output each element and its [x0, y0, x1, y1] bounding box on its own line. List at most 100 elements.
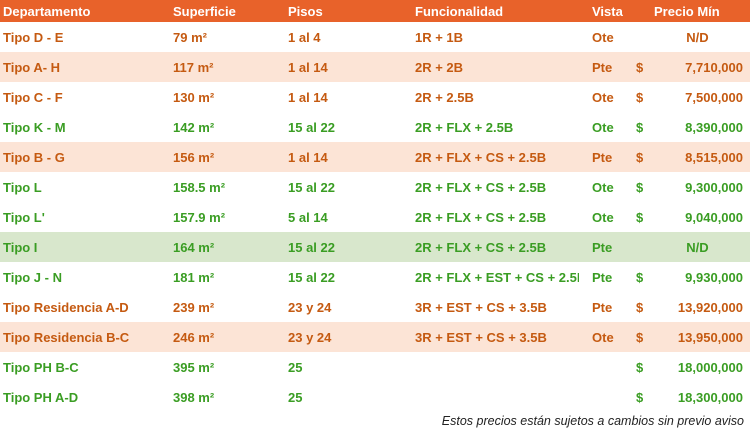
cell-vista: Ote	[592, 89, 614, 105]
header-superficie: Superficie	[173, 3, 236, 19]
cell-superficie: 156 m²	[173, 149, 215, 165]
cell-superficie: 79 m²	[173, 29, 207, 45]
cell-vista: Pte	[592, 59, 613, 75]
cell-funcionalidad: 2R + FLX + CS + 2.5B	[415, 209, 547, 225]
table-row: Tipo Residencia A-D 239 m² 23 y 24 3R + EST…	[0, 292, 750, 322]
cell-departamento: Tipo J - N	[3, 269, 62, 285]
cell-precio: 18,300,000	[677, 389, 743, 405]
table-row: Tipo A- H 117 m² 1 al 14 2R + 2B Pte $7,710,0…	[0, 52, 750, 82]
cell-departamento: Tipo L	[3, 179, 42, 195]
currency-symbol: $	[636, 299, 644, 315]
cell-vista	[592, 352, 632, 382]
cell-precio: 13,920,000	[677, 299, 743, 315]
cell-funcionalidad	[415, 382, 579, 412]
table-header: Departamento Superficie Pisos Funcionali…	[0, 0, 750, 22]
currency-symbol	[636, 232, 652, 262]
cell-funcionalidad: 2R + FLX + EST + CS + 2.5B	[415, 269, 579, 285]
currency-symbol: $	[636, 209, 644, 225]
cell-superficie: 142 m²	[173, 119, 215, 135]
cell-pisos: 25	[288, 389, 303, 405]
header-precio: Precio Mín	[654, 3, 720, 19]
cell-departamento: Tipo K - M	[3, 119, 66, 135]
cell-precio: 13,950,000	[677, 329, 743, 345]
table-row: Tipo D - E 79 m² 1 al 4 1R + 1B Ote N/D	[0, 22, 750, 52]
cell-pisos: 25	[288, 359, 303, 375]
currency-symbol: $	[636, 119, 644, 135]
cell-vista: Ote	[592, 329, 614, 345]
header-funcionalidad: Funcionalidad	[415, 3, 504, 19]
cell-superficie: 181 m²	[173, 269, 215, 285]
header-vista: Vista	[592, 3, 623, 19]
cell-departamento: Tipo C - F	[3, 89, 63, 105]
cell-vista: Ote	[592, 29, 614, 45]
cell-pisos: 23 y 24	[288, 299, 332, 315]
disclaimer-note: Estos precios están sujetos a cambios si…	[441, 414, 744, 428]
cell-pisos: 15 al 22	[288, 119, 335, 135]
cell-superficie: 158.5 m²	[173, 179, 226, 195]
table-row: Tipo I 164 m² 15 al 22 2R + FLX + CS + 2.5B…	[0, 232, 750, 262]
table-row: Tipo PH B-C 395 m² 25 $18,000,000	[0, 352, 750, 382]
table-row: Tipo PH A-D 398 m² 25 $18,300,000	[0, 382, 750, 412]
cell-precio: 9,300,000	[685, 179, 743, 195]
cell-funcionalidad: 2R + 2B	[415, 59, 464, 75]
cell-funcionalidad: 2R + FLX + CS + 2.5B	[415, 239, 547, 255]
table-row: Tipo L' 157.9 m² 5 al 14 2R + FLX + CS + 2.…	[0, 202, 750, 232]
cell-precio: 8,515,000	[685, 149, 743, 165]
cell-departamento: Tipo A- H	[3, 59, 61, 75]
currency-symbol: $	[636, 269, 644, 285]
cell-vista: Pte	[592, 299, 613, 315]
table-row: Tipo K - M 142 m² 15 al 22 2R + FLX + 2.5B O…	[0, 112, 750, 142]
cell-departamento: Tipo PH B-C	[3, 359, 79, 375]
currency-symbol	[636, 22, 652, 52]
currency-symbol: $	[636, 389, 644, 405]
cell-superficie: 164 m²	[173, 239, 215, 255]
cell-pisos: 15 al 22	[288, 239, 335, 255]
cell-superficie: 395 m²	[173, 359, 215, 375]
cell-departamento: Tipo Residencia A-D	[3, 299, 129, 315]
cell-vista: Ote	[592, 209, 614, 225]
currency-symbol: $	[636, 359, 644, 375]
currency-symbol: $	[636, 89, 644, 105]
table-row: Tipo C - F 130 m² 1 al 14 2R + 2.5B Ote $7,50…	[0, 82, 750, 112]
cell-superficie: 239 m²	[173, 299, 215, 315]
cell-vista: Pte	[592, 239, 613, 255]
currency-symbol: $	[636, 329, 644, 345]
cell-vista	[592, 382, 632, 412]
cell-vista: Pte	[592, 149, 613, 165]
table-row: Tipo B - G 156 m² 1 al 14 2R + FLX + CS + 2…	[0, 142, 750, 172]
cell-funcionalidad: 3R + EST + CS + 3.5B	[415, 299, 547, 315]
cell-precio: 7,710,000	[685, 59, 743, 75]
cell-funcionalidad: 2R + FLX + CS + 2.5B	[415, 149, 547, 165]
cell-superficie: 398 m²	[173, 389, 215, 405]
cell-departamento: Tipo I	[3, 239, 38, 255]
cell-departamento: Tipo PH A-D	[3, 389, 79, 405]
cell-departamento: Tipo D - E	[3, 29, 64, 45]
cell-departamento: Tipo B - G	[3, 149, 65, 165]
cell-departamento: Tipo Residencia B-C	[3, 329, 130, 345]
cell-precio: 7,500,000	[685, 89, 743, 105]
cell-superficie: 130 m²	[173, 89, 215, 105]
cell-precio: N/D	[686, 239, 709, 255]
cell-departamento: Tipo L'	[3, 209, 45, 225]
cell-superficie: 246 m²	[173, 329, 215, 345]
cell-funcionalidad: 2R + FLX + CS + 2.5B	[415, 179, 547, 195]
cell-precio: 9,930,000	[685, 269, 743, 285]
cell-pisos: 1 al 14	[288, 89, 328, 105]
cell-precio: 18,000,000	[677, 359, 743, 375]
header-pisos: Pisos	[288, 3, 323, 19]
cell-precio: 9,040,000	[685, 209, 743, 225]
cell-superficie: 157.9 m²	[173, 209, 226, 225]
currency-symbol: $	[636, 59, 644, 75]
cell-pisos: 5 al 14	[288, 209, 328, 225]
currency-symbol: $	[636, 179, 644, 195]
cell-funcionalidad	[415, 352, 579, 382]
cell-funcionalidad: 3R + EST + CS + 3.5B	[415, 329, 547, 345]
cell-vista: Pte	[592, 269, 613, 285]
cell-funcionalidad: 2R + FLX + 2.5B	[415, 119, 514, 135]
cell-pisos: 23 y 24	[288, 329, 332, 345]
cell-pisos: 15 al 22	[288, 269, 335, 285]
cell-vista: Ote	[592, 119, 614, 135]
table-row: Tipo J - N 181 m² 15 al 22 2R + FLX + EST +…	[0, 262, 750, 292]
cell-pisos: 1 al 14	[288, 59, 328, 75]
